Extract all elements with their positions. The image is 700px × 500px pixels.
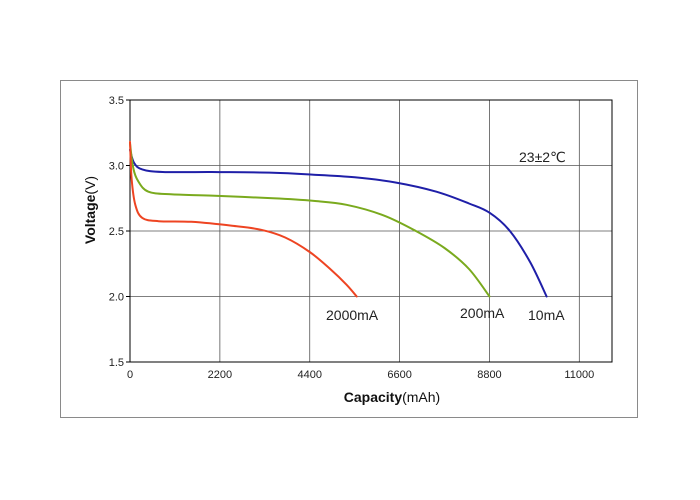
x-tick-label: 2200: [208, 369, 232, 381]
series-line-2000ma: [129, 140, 358, 298]
annotation-temperature: 23±2℃: [519, 149, 566, 165]
x-axis-title-unit: (mAh): [402, 389, 440, 405]
x-tick-label: 0: [127, 369, 133, 381]
x-tick-label: 11000: [564, 369, 594, 381]
series-label-10ma: 10mA: [528, 307, 565, 323]
y-axis-title-main: Voltage: [82, 194, 98, 244]
series-label-200ma: 200mA: [460, 305, 505, 321]
y-axis-title-unit: (V): [82, 176, 98, 195]
y-tick-label: 1.5: [109, 357, 124, 369]
series-line-10ma: [129, 148, 548, 298]
y-tick-label: 3.5: [109, 95, 124, 107]
y-tick-label: 3.0: [109, 161, 124, 173]
x-tick-label: 8800: [477, 369, 501, 381]
y-axis-title: Voltage(V): [82, 176, 98, 244]
series-layer: [129, 140, 548, 298]
x-axis-title: Capacity(mAh): [344, 389, 440, 405]
plot-area: [129, 99, 613, 363]
x-axis-title-main: Capacity: [344, 389, 403, 405]
chart-frame: [60, 80, 638, 418]
x-tick-label: 6600: [387, 369, 411, 381]
grid-layer: [126, 99, 612, 363]
y-tick-label: 2.5: [109, 226, 124, 238]
series-label-2000ma: 2000mA: [326, 307, 379, 323]
series-line-200ma: [129, 142, 491, 298]
x-tick-label: 4400: [297, 369, 321, 381]
tick-layer: 0 2200 4400 6600 8800 11000 1.5 2.0 2.5 3.0 3.5: [109, 95, 595, 381]
y-tick-label: 2.0: [109, 292, 124, 304]
